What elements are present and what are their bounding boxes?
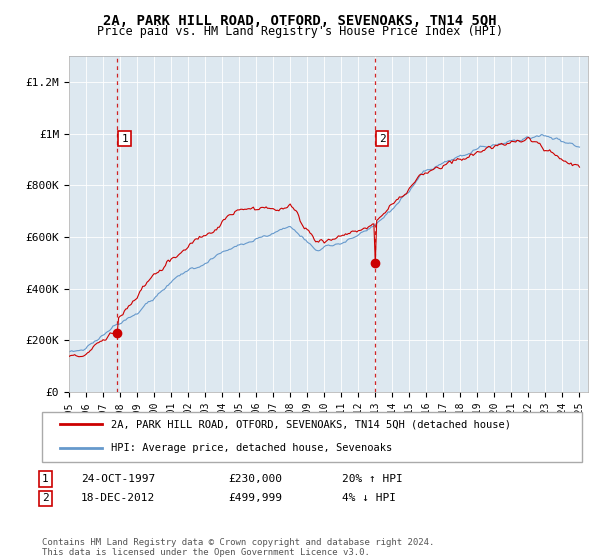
Text: £230,000: £230,000	[228, 474, 282, 484]
Text: 2A, PARK HILL ROAD, OTFORD, SEVENOAKS, TN14 5QH (detached house): 2A, PARK HILL ROAD, OTFORD, SEVENOAKS, T…	[111, 419, 511, 430]
Text: HPI: Average price, detached house, Sevenoaks: HPI: Average price, detached house, Seve…	[111, 443, 392, 453]
Text: 24-OCT-1997: 24-OCT-1997	[81, 474, 155, 484]
Text: 4% ↓ HPI: 4% ↓ HPI	[342, 493, 396, 503]
Text: £499,999: £499,999	[228, 493, 282, 503]
Text: Contains HM Land Registry data © Crown copyright and database right 2024.
This d: Contains HM Land Registry data © Crown c…	[42, 538, 434, 557]
Text: 20% ↑ HPI: 20% ↑ HPI	[342, 474, 403, 484]
Text: 1: 1	[121, 134, 128, 144]
Text: 2: 2	[379, 134, 386, 144]
Text: 1: 1	[42, 474, 49, 484]
Text: 2: 2	[42, 493, 49, 503]
Text: Price paid vs. HM Land Registry's House Price Index (HPI): Price paid vs. HM Land Registry's House …	[97, 25, 503, 38]
Text: 18-DEC-2012: 18-DEC-2012	[81, 493, 155, 503]
Text: 2A, PARK HILL ROAD, OTFORD, SEVENOAKS, TN14 5QH: 2A, PARK HILL ROAD, OTFORD, SEVENOAKS, T…	[103, 14, 497, 28]
